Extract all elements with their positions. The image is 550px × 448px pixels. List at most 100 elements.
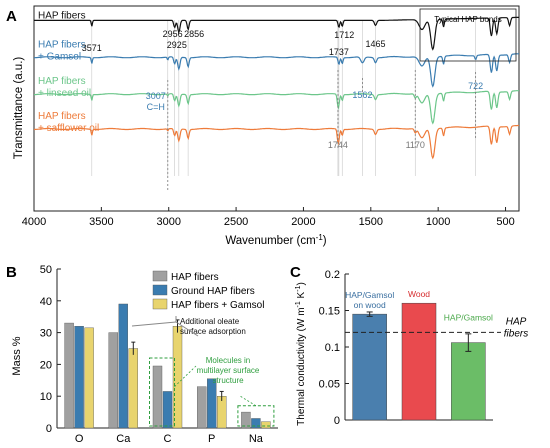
c-axes: 0 0.05 0.1 0.15 0.2 bbox=[319, 269, 493, 427]
c-ref-label-0: HAP bbox=[506, 316, 527, 327]
b-y-tick-label-4: 40 bbox=[40, 296, 52, 308]
b-legend-swatch-0 bbox=[152, 270, 168, 282]
b-bar-1-3 bbox=[206, 378, 217, 429]
series-label-3-0: HAP fibers bbox=[38, 111, 86, 122]
band-annotation-5: 1712 bbox=[334, 30, 354, 40]
spectrum-3 bbox=[34, 124, 519, 160]
c-y-tick-label-2: 0.1 bbox=[325, 342, 340, 354]
spectra bbox=[34, 16, 519, 160]
panel-a-frame bbox=[33, 5, 520, 212]
band-annotation-2: 2925 bbox=[167, 40, 187, 50]
x-tick-label-4: 2000 bbox=[291, 216, 315, 228]
band-annotation-0: 3571 bbox=[82, 43, 102, 53]
b-bar-0-3 bbox=[196, 386, 207, 429]
b-bar-0-4 bbox=[241, 411, 251, 429]
band-annotation-4: 1737 bbox=[329, 47, 349, 57]
band-annotation-6: 1465 bbox=[366, 39, 386, 49]
b-legend-swatch-1 bbox=[152, 284, 168, 296]
x-tick-label-5: 1500 bbox=[359, 216, 383, 228]
b-bar-1-4 bbox=[251, 418, 261, 429]
b-error-bars bbox=[131, 319, 224, 401]
c-bar-1 bbox=[401, 302, 437, 421]
x-axis-ticks: 4000 3500 3000 2500 2000 1500 1000 500 bbox=[22, 207, 515, 228]
b-annot-multilayer-2: structure bbox=[212, 376, 244, 385]
b-highlight-c bbox=[149, 357, 175, 427]
y-axis-label: Transmittance (a.u.) bbox=[13, 57, 25, 160]
x-tick-label-1: 3500 bbox=[89, 216, 113, 228]
x-tick-label-3: 2500 bbox=[224, 216, 248, 228]
b-annot-arrow-2 bbox=[175, 321, 199, 337]
c-y-axis-label: Thermal conductivity (W m-1 K-1) bbox=[295, 282, 307, 426]
c-bar-label-0-1: on wood bbox=[354, 300, 386, 310]
c-bar-label-2-0: HAP/Gamsol bbox=[444, 313, 493, 323]
band-annotation-7: 3007 bbox=[146, 91, 166, 101]
c-ref-label-1: fibers bbox=[504, 328, 528, 339]
x-tick-label-6: 1000 bbox=[426, 216, 450, 228]
b-bar-2-0 bbox=[84, 327, 94, 429]
b-bar-0-0 bbox=[64, 322, 74, 429]
b-bar-1-2 bbox=[162, 391, 173, 429]
b-bar-2-4 bbox=[261, 421, 271, 429]
b-legend: HAP fibers Ground HAP fibers HAP fibers + … bbox=[152, 270, 264, 311]
c-bar-label-0-0: HAP/Gamsol bbox=[345, 290, 394, 300]
b-legend-label-0: HAP fibers bbox=[171, 272, 219, 283]
x-axis-label: Wavenumber (cm-1) bbox=[225, 233, 326, 247]
band-annotation-3: 2856 bbox=[184, 29, 204, 39]
b-bars bbox=[64, 303, 271, 429]
c-bar-2 bbox=[451, 342, 486, 421]
inset-label: Typical HAP bonds bbox=[434, 15, 501, 24]
b-annot-oleate-1: surface adsorption bbox=[180, 327, 246, 336]
b-x-tick-label-1: Ca bbox=[116, 433, 131, 445]
b-bar-2-2 bbox=[172, 326, 183, 429]
series-label-1-1: + Gamsol bbox=[38, 51, 81, 62]
b-y-tick-label-1: 10 bbox=[40, 391, 52, 403]
x-tick-label-7: 500 bbox=[496, 216, 514, 228]
b-y-tick-label-0: 0 bbox=[46, 423, 52, 435]
c-y-tick-label-0: 0 bbox=[334, 415, 340, 427]
spectrum-1 bbox=[34, 53, 519, 88]
b-x-tick-label-3: P bbox=[208, 433, 215, 445]
panel-label-a: A bbox=[6, 8, 17, 25]
x-tick-label-0: 4000 bbox=[22, 216, 46, 228]
series-label-1-0: HAP fibers bbox=[38, 39, 86, 50]
b-annot-multilayer-0: Molecules in bbox=[206, 356, 250, 365]
b-bar-0-2 bbox=[152, 365, 163, 429]
band-annotation-1: 2956 bbox=[163, 29, 183, 39]
series-label-2-1: + linseed oil bbox=[38, 88, 91, 99]
series-label-2-0: HAP fibers bbox=[38, 76, 86, 87]
b-y-axis-label: Mass % bbox=[11, 336, 23, 375]
b-x-tick-label-4: Na bbox=[249, 433, 264, 445]
b-x-tick-label-0: O bbox=[75, 433, 84, 445]
c-y-tick-label-4: 0.2 bbox=[325, 269, 340, 281]
series-label-0-0: HAP fibers bbox=[38, 10, 86, 21]
b-legend-label-2: HAP fibers + Gamsol bbox=[171, 300, 264, 311]
b-x-tick-label-2: C bbox=[164, 433, 172, 445]
band-annotation-9: 1562 bbox=[352, 90, 372, 100]
b-annot-oleate-0: Additional oleate bbox=[180, 317, 240, 326]
b-legend-swatch-2 bbox=[152, 298, 168, 310]
b-annot-link-c bbox=[174, 365, 197, 387]
x-tick-label-2: 3000 bbox=[156, 216, 180, 228]
c-bar-0 bbox=[352, 313, 387, 421]
panel-label-c: C bbox=[290, 264, 301, 281]
c-bar-label-1-0: Wood bbox=[408, 289, 430, 299]
panel-b-mass: 0 10 20 30 40 50 O Ca C P Na Additional oleatesurf… bbox=[11, 264, 278, 445]
b-y-tick-label-3: 30 bbox=[40, 328, 52, 340]
band-annotation-8: C=H bbox=[147, 102, 165, 112]
b-y-tick-label-5: 50 bbox=[40, 264, 52, 276]
b-annot-link-na bbox=[239, 395, 257, 407]
panel-label-b: B bbox=[6, 264, 17, 281]
band-annotation-11: 1744 bbox=[328, 140, 348, 150]
band-annotation-12: 1170 bbox=[406, 140, 425, 150]
c-y-tick-label-3: 0.15 bbox=[319, 306, 340, 318]
b-annot-multilayer-1: multilayer surface bbox=[197, 366, 260, 375]
b-bar-1-1 bbox=[118, 303, 129, 429]
series-label-3-1: + safflower oil bbox=[38, 123, 99, 134]
b-bar-1-0 bbox=[74, 326, 84, 429]
